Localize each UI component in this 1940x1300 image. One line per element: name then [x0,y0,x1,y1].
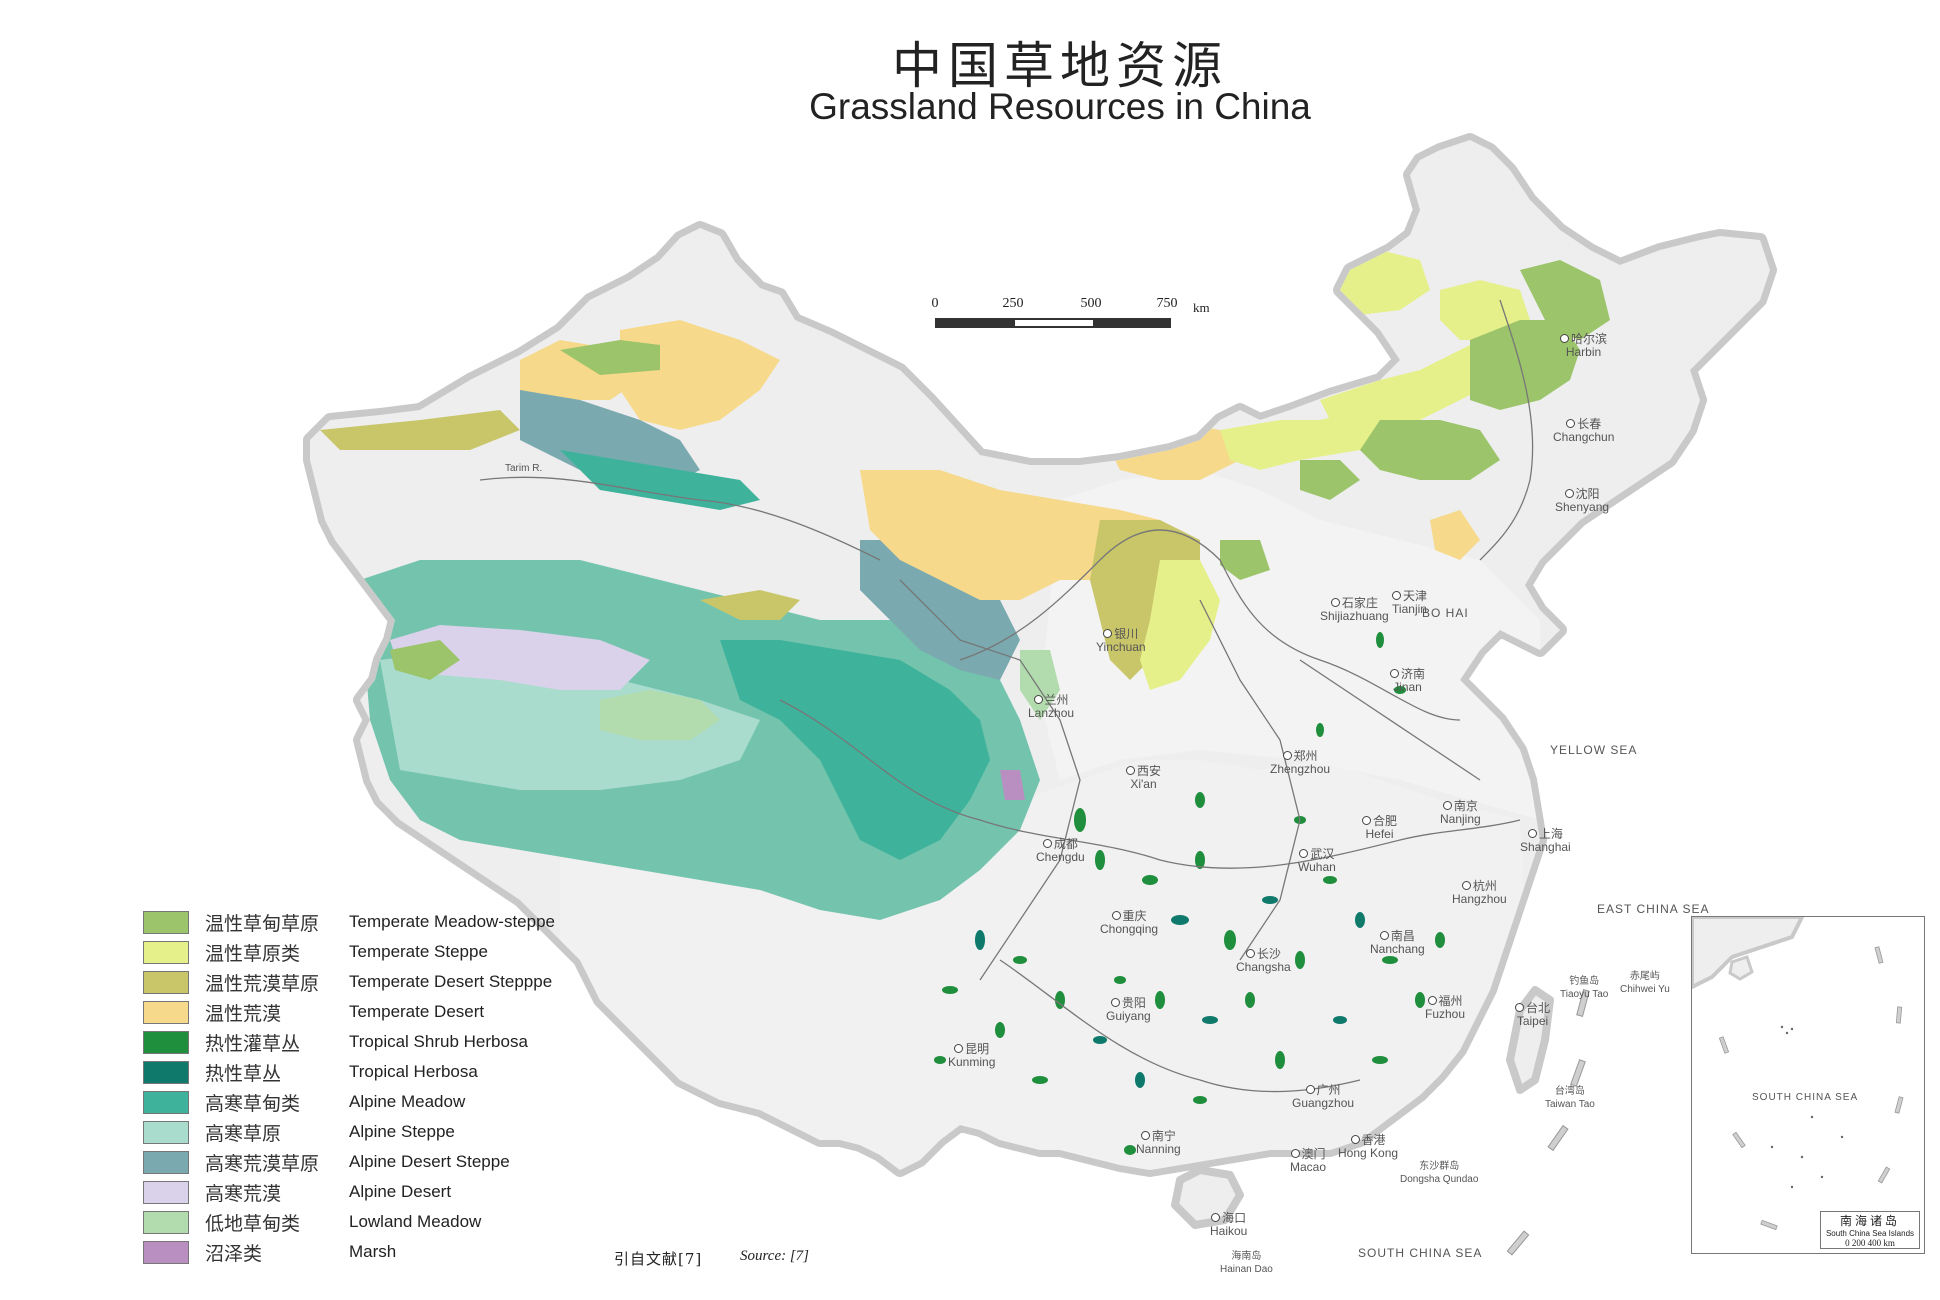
sea-label-south-china-sea: SOUTH CHINA SEA [1358,1246,1483,1260]
legend-swatch [143,971,189,994]
legend-swatch [143,1151,189,1174]
legend-label-cn: 温性草甸草原 [205,913,320,935]
city-label-guangzhou: 广州 Guangzhou [1292,1083,1355,1110]
city-label-chengdu: 成都 Chengdu [1036,837,1085,864]
city-label-hong-kong: 香港 Hong Kong [1338,1133,1399,1160]
sea-label-yellow-sea: YELLOW SEA [1550,743,1638,757]
legend-label-en: Temperate Meadow-steppe [349,912,556,931]
city-label-zhengzhou: 郑州 Zhengzhou [1270,749,1331,776]
legend-label-en: Alpine Meadow [349,1092,466,1111]
city-label-guiyang: 贵阳 Guiyang [1106,996,1151,1023]
legend-label-en: Alpine Steppe [349,1122,455,1141]
grassland-patches [934,632,1445,1155]
city-label-changsha: 长沙 Changsha [1236,947,1291,974]
legend-label-en: Tropical Shrub Herbosa [349,1032,528,1051]
legend-swatch [143,1121,189,1144]
source-citation-cn: 引自文献[7] [614,1250,703,1268]
legend-swatch [143,1061,189,1084]
city-label-kunming: 昆明 Kunming [948,1042,996,1069]
inset-title-en: South China Sea Islands [1825,1229,1915,1238]
legend-label-cn: 高寒草甸类 [205,1093,301,1115]
city-label-xian: 西安 Xi'an [1126,765,1161,791]
map-title-chinese: 中国草地资源 [892,37,1228,95]
legend-label-cn: 低地草甸类 [205,1213,301,1235]
scale-unit: km [1193,300,1210,315]
inset-title: 南海诸岛 South China Sea Islands 0 200 400 k… [1820,1211,1920,1249]
city-label-wuhan: 武汉 Wuhan [1298,847,1336,874]
legend-swatch [143,1211,189,1234]
legend-swatch [143,941,189,964]
city-label-taipei: 台北 Taipei [1515,1001,1551,1028]
legend-label-cn: 沼泽类 [205,1243,263,1265]
city-label-nanchang: 南昌 Nanchang [1370,929,1425,956]
city-label-jinan: 济南 Jinan [1390,668,1425,694]
legend-swatch [143,1031,189,1054]
legend-label-cn: 高寒荒漠草原 [205,1153,320,1175]
taiwan-island [1506,986,1554,1094]
inset-scale: 0 200 400 km [1845,1238,1895,1248]
legend-label-en: Temperate Desert Stepppe [349,972,553,991]
legend-label-cn: 温性草原类 [205,943,301,965]
source-citation-en: Source: [7] [740,1248,810,1264]
sea-label-bo-hai: BO HAI [1422,606,1469,620]
legend-label-en: Alpine Desert Steppe [349,1152,510,1171]
legend-label-cn: 热性灌草丛 [205,1033,301,1055]
place-label-dongsha-qundao: 东沙群岛 Dongsha Qundao [1400,1161,1479,1185]
scale-tick-750: 750 [1156,296,1178,311]
south-china-sea-inset: SOUTH CHINA SEA 南海诸岛 South China Sea Isl… [1690,915,1925,1254]
city-label-nanning: 南宁 Nanning [1136,1129,1181,1156]
scale-bar-graphic [935,318,1171,328]
place-label-tarim-river: Tarim R. [505,463,543,474]
legend-label-cn: 高寒荒漠 [205,1183,282,1205]
legend-label-cn: 温性荒漠 [205,1003,282,1025]
sea-label-east-china-sea: EAST CHINA SEA [1597,902,1710,916]
legend-label-cn: 热性草丛 [205,1063,282,1085]
scale-bar: 0 250 500 750 km [931,296,1210,336]
legend-label-cn: 高寒草原 [205,1123,282,1145]
place-label-chihwei-yu: 赤尾屿 Chihwei Yu [1620,971,1670,995]
scale-tick-250: 250 [1002,296,1024,311]
scale-tick-500: 500 [1080,296,1102,311]
inset-title-cn: 南海诸岛 [1839,1214,1900,1228]
city-label-hangzhou: 杭州 Hangzhou [1452,879,1507,906]
city-label-hefei: 合肥 Hefei [1362,815,1397,841]
legend-swatch [143,1091,189,1114]
city-label-changchun: 长春 Changchun [1553,417,1615,444]
city-label-shijiazhuang: 石家庄 Shijiazhuang [1320,596,1389,623]
legend-label-en: Tropical Herbosa [349,1062,478,1081]
city-label-tianjin: 天津 Tianjin [1392,589,1428,616]
inset-map [1690,915,1904,1249]
city-label-haikou: 海口 Haikou [1210,1211,1248,1238]
scale-tick-0: 0 [931,296,939,311]
city-label-shanghai: 上海 Shanghai [1520,827,1571,854]
place-label-taiwan-tao: 台湾岛 Taiwan Tao [1545,1086,1595,1110]
city-label-harbin: 哈尔滨 Harbin [1560,333,1607,359]
legend-swatch [143,911,189,934]
city-label-shenyang: 沈阳 Shenyang [1555,487,1610,514]
city-label-nanjing: 南京 Nanjing [1440,799,1481,826]
city-label-chongqing: 重庆 Chongqing [1100,909,1159,936]
nine-dash-line [1506,989,1590,1256]
map-title-english: Grassland Resources in China [809,86,1311,127]
city-label-macao: 澳门 Macao [1290,1147,1327,1174]
legend-swatch [143,1001,189,1024]
legend-label-en: Marsh [349,1242,397,1261]
legend-label-cn: 温性荒漠草原 [205,973,320,995]
legend-label-en: Alpine Desert [349,1182,452,1201]
inset-sea-label: SOUTH CHINA SEA [1752,1092,1859,1103]
place-label-hainan-dao: 海南岛 Hainan Dao [1220,1251,1273,1275]
legend-swatch [143,1241,189,1264]
legend-label-en: Temperate Steppe [349,942,488,961]
legend-label-en: Lowland Meadow [349,1212,482,1231]
legend-label-en: Temperate Desert [349,1002,485,1021]
city-label-fuzhou: 福州 Fuzhou [1425,994,1466,1021]
place-label-tiaoyu-tao: 钓鱼岛 Tiaoyu Tao [1560,976,1609,1000]
legend-swatch [143,1181,189,1204]
hainan-island [1171,1166,1244,1229]
city-label-yinchuan: 银川 Yinchuan [1096,627,1146,654]
city-label-lanzhou: 兰州 Lanzhou [1028,693,1075,720]
